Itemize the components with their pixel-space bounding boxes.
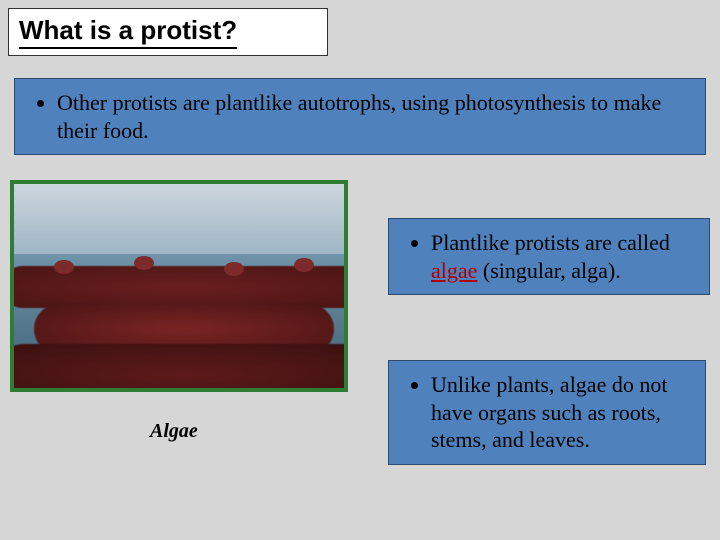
bullet-text-1: Other protists are plantlike autotrophs,… [57,89,689,144]
bullet-box-algae-name: Plantlike protists are called algae (sin… [388,218,710,295]
bullet-box-no-organs: Unlike plants, algae do not have organs … [388,360,706,465]
bullet-text-2: Plantlike protists are called algae (sin… [431,229,693,284]
bullet-text-2-post: (singular, alga). [477,258,620,283]
page-title: What is a protist? [19,15,237,49]
image-caption: Algae [150,420,198,443]
bullet-text-3: Unlike plants, algae do not have organs … [431,371,689,454]
bullet-text-2-pre: Plantlike protists are called [431,230,670,255]
highlight-algae: algae [431,258,477,283]
algae-photo [10,180,348,392]
title-box: What is a protist? [8,8,328,56]
bullet-box-autotrophs: Other protists are plantlike autotrophs,… [14,78,706,155]
